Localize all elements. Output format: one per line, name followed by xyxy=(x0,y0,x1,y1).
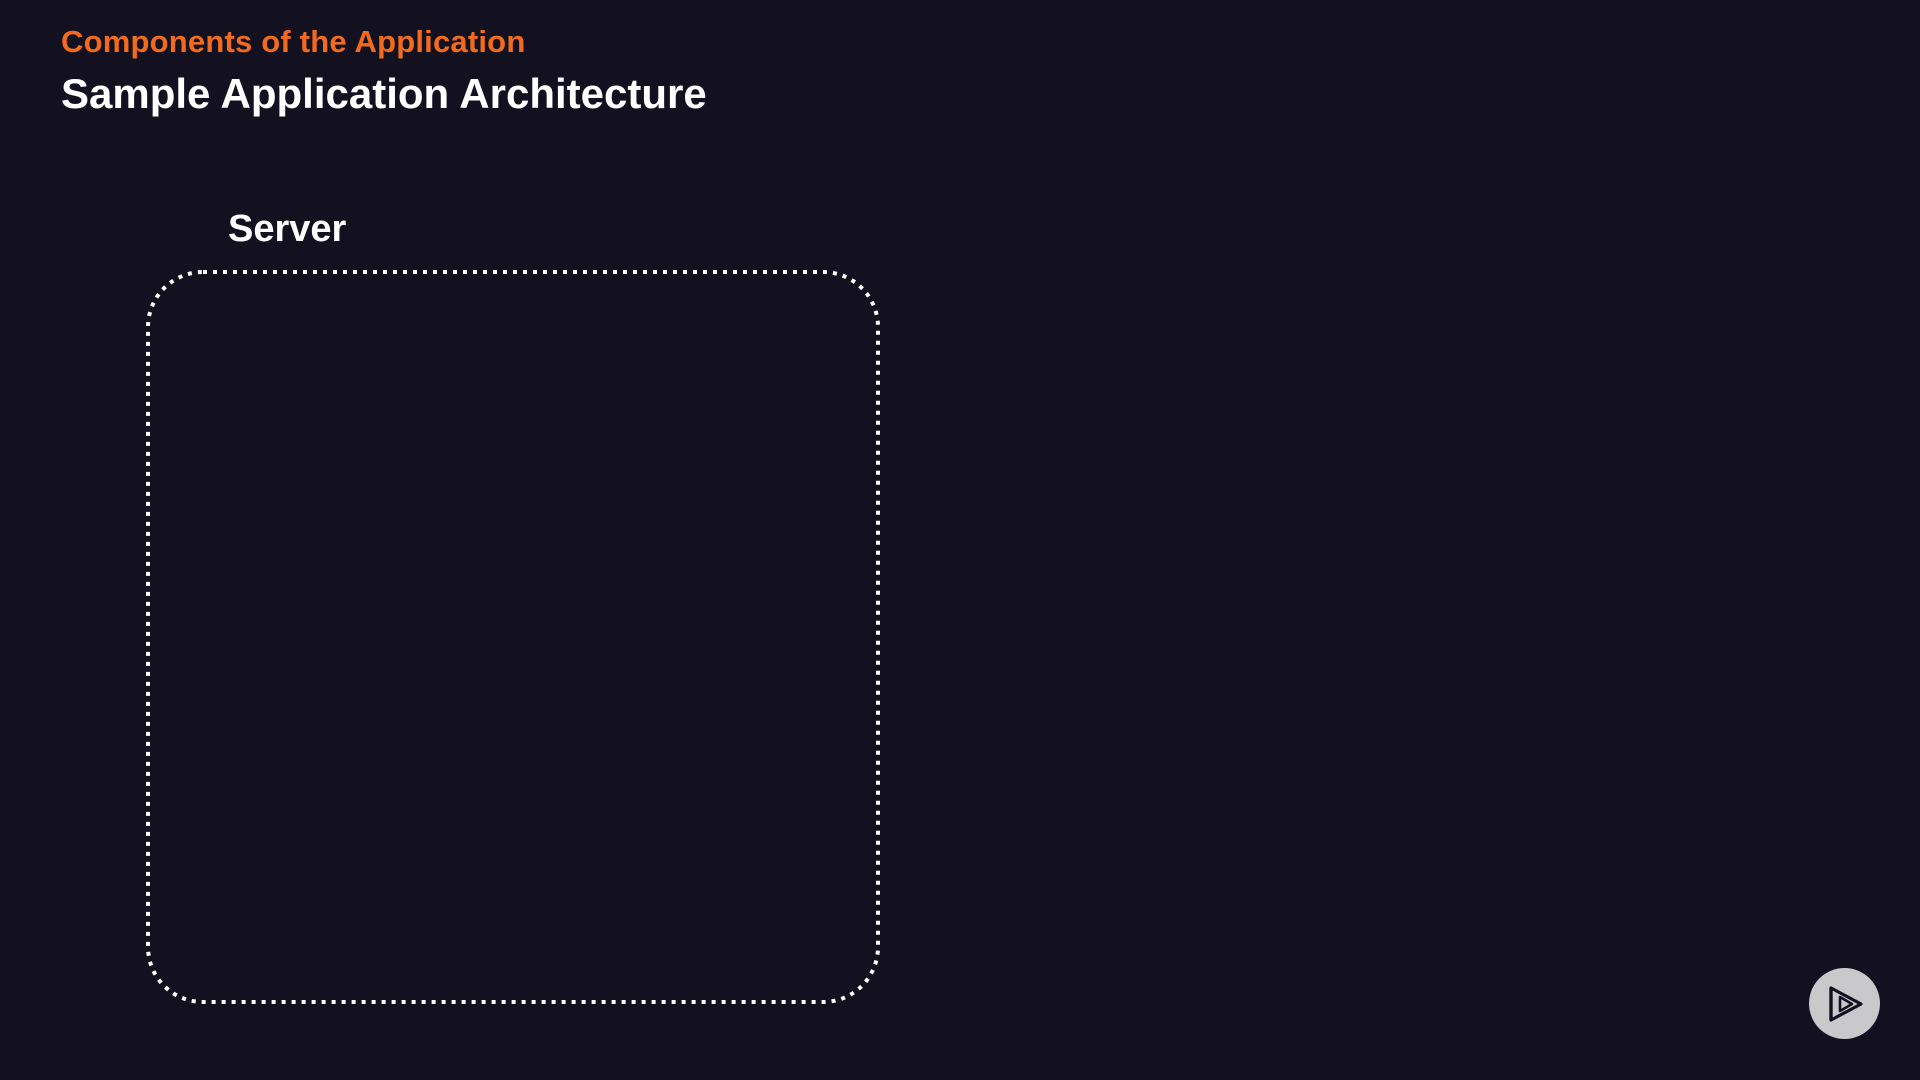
server-label: Server xyxy=(228,208,347,250)
server-box xyxy=(146,270,880,1004)
server-box-outline xyxy=(146,270,880,1004)
play-logo-icon[interactable] xyxy=(1809,968,1880,1039)
slide-title: Sample Application Architecture xyxy=(61,70,707,117)
play-triangle-icon xyxy=(1828,985,1863,1022)
section-label: Components of the Application xyxy=(61,24,526,59)
